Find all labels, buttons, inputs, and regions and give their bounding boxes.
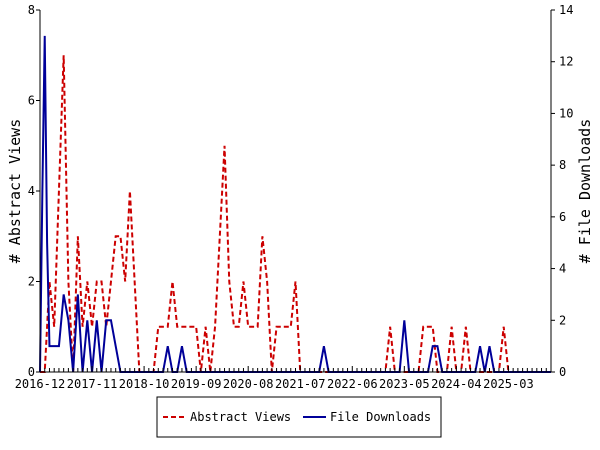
right-y-tick-label: 6 [559,210,566,224]
left-axis-title: # Abstract Views [6,119,24,264]
left-y-tick-label: 6 [28,94,35,108]
legend-label-file-downloads: File Downloads [330,410,431,424]
x-tick-label: 2018-10 [119,377,170,391]
x-tick-label: 2016-12 [15,377,66,391]
left-y-tick-label: 4 [28,184,35,198]
legend: Abstract Views File Downloads [156,396,442,438]
right-y-tick-label: 0 [559,365,566,379]
left-y-tick-label: 2 [28,275,35,289]
x-tick-label: 2017-11 [67,377,118,391]
x-tick-label: 2024-04 [431,377,482,391]
right-y-tick-label: 4 [559,262,566,276]
right-axis-title: # File Downloads [576,119,594,264]
right-y-tick-label: 2 [559,313,566,327]
tick-marks: 2016-12 2017-11 2018-10 2019-09 2020-08 2021-… [15,3,574,391]
x-tick-label: 2019-09 [171,377,222,391]
right-y-tick-label: 8 [559,158,566,172]
left-y-tick-label: 8 [28,3,35,17]
x-tick-label: 2020-08 [223,377,274,391]
right-y-tick-label: 14 [559,3,573,17]
x-tick-label: 2023-05 [379,377,430,391]
legend-label-abstract-views: Abstract Views [190,410,291,424]
series-line-file-downloads [39,35,551,373]
plot-area [39,35,551,373]
x-tick-label: 2025-03 [483,377,534,391]
right-y-tick-label: 10 [559,106,573,120]
left-y-tick-label: 0 [28,365,35,379]
series-line-abstract-views [40,55,551,373]
axes [39,10,552,373]
right-y-tick-label: 12 [559,55,573,69]
legend-box [156,396,442,438]
x-tick-label: 2021-07 [275,377,326,391]
x-tick-label: 2022-06 [327,377,378,391]
